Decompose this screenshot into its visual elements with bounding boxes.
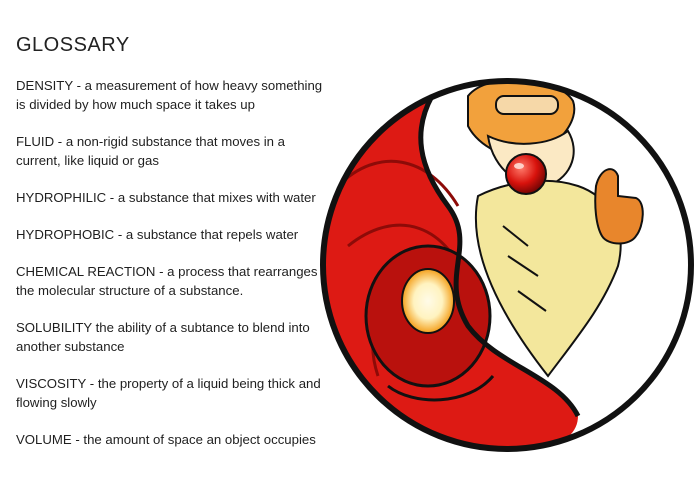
yin-yang-illustration — [320, 78, 694, 452]
circle-outline — [320, 78, 694, 452]
helmet-rim — [387, 375, 495, 402]
helmet-light — [401, 268, 455, 334]
glossary-entry-hydrophobic: HYDROPHOBIC - a substance that repels wa… — [16, 227, 299, 242]
page-title: GLOSSARY — [16, 34, 130, 56]
yin-yang-divider — [418, 94, 581, 418]
glossary-entry-volume: VOLUME - the amount of space an object o… — [16, 432, 316, 447]
glossary-list: DENSITY - a measurement of how heavy som… — [16, 76, 328, 467]
glossary-entry-chemical-reaction: CHEMICAL REACTION - a process that rearr… — [16, 264, 318, 298]
thumbs-up-hand — [594, 168, 644, 245]
nose-highlight — [514, 163, 524, 169]
glossary-entry-density: DENSITY - a measurement of how heavy som… — [16, 78, 323, 112]
character-coat — [474, 179, 622, 378]
glossary-entry-solubility: SOLUBILITY the ability of a subtance to … — [16, 320, 310, 354]
red-nose — [505, 153, 547, 195]
glossary-entry-viscosity: VISCOSITY - the property of a liquid bei… — [16, 376, 321, 410]
glossary-entry-hydrophilic: HYDROPHILIC - a substance that mixes wit… — [16, 190, 316, 205]
glossary-entry-fluid: FLUID - a non-rigid substance that moves… — [16, 134, 286, 168]
coat-lines — [502, 225, 547, 312]
goggles — [495, 95, 559, 115]
